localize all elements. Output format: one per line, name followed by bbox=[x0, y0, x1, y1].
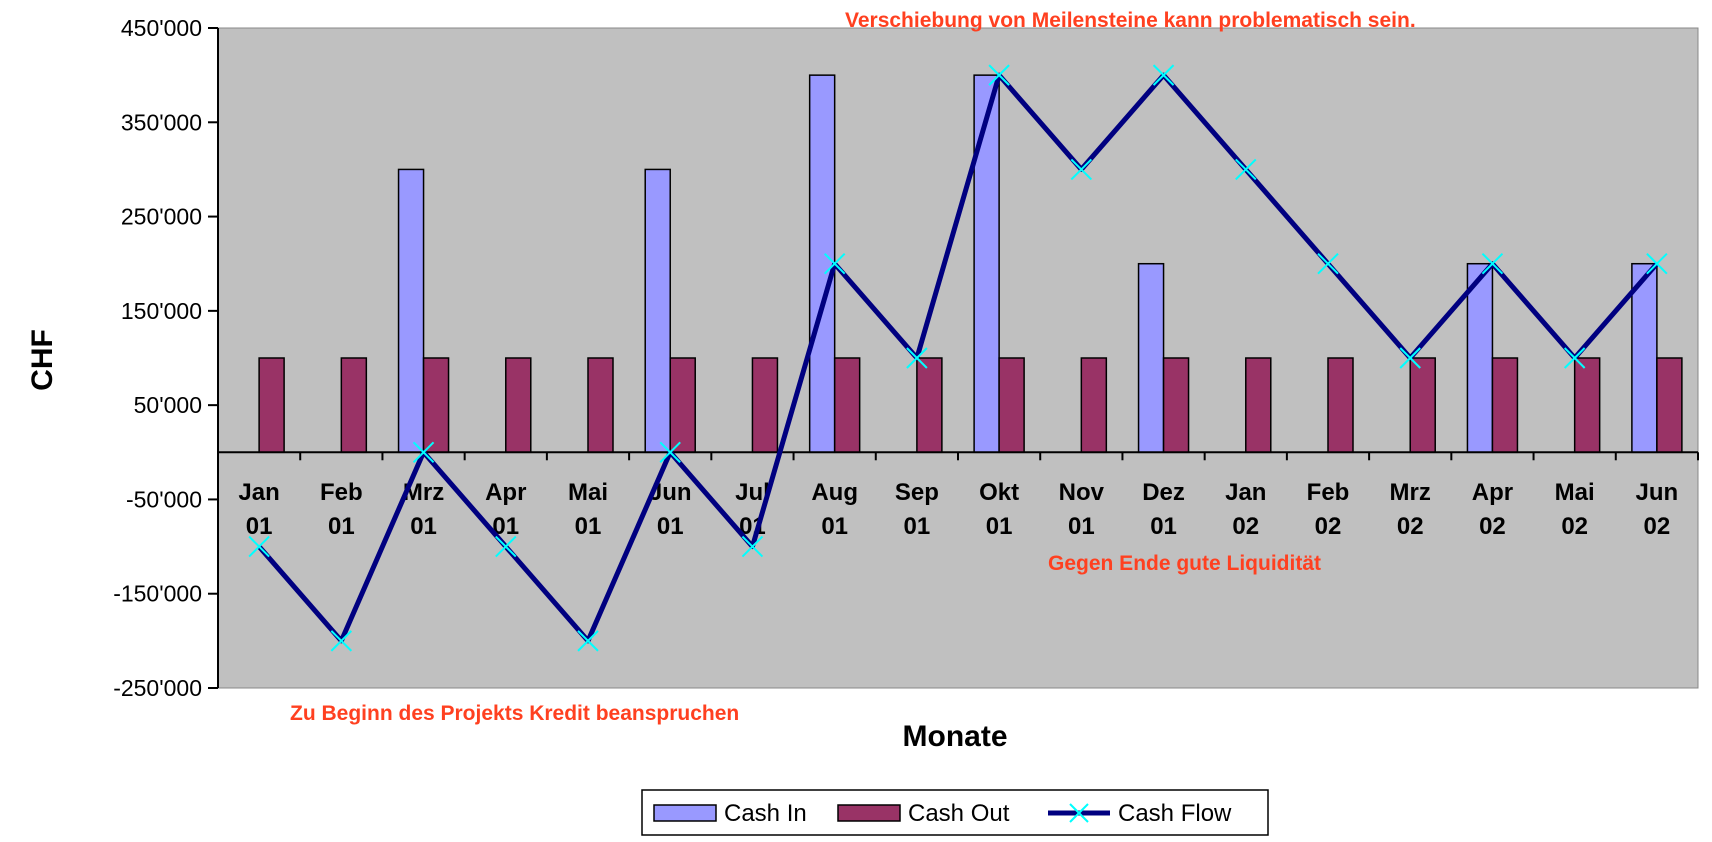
y-tick-label: -150'000 bbox=[113, 581, 202, 607]
bar-cash-in bbox=[1466, 262, 1494, 454]
point-cash-flow bbox=[988, 64, 1010, 86]
x-tick-label-month: Jan bbox=[238, 479, 279, 506]
series-line-cash-flow bbox=[257, 72, 1659, 644]
point-cash-flow bbox=[1070, 158, 1093, 181]
bar-cash-out bbox=[669, 357, 696, 454]
x-tick-label-year: 02 bbox=[1397, 513, 1424, 540]
point-cash-flow bbox=[1563, 347, 1586, 369]
point-cash-flow bbox=[659, 441, 681, 463]
y-tick-label: 50'000 bbox=[134, 392, 202, 418]
legend-box bbox=[641, 789, 1269, 836]
point-cash-flow bbox=[495, 535, 517, 558]
y-tick-label: -250'000 bbox=[113, 675, 202, 701]
point-cash-flow bbox=[741, 535, 764, 558]
legend: Cash In Cash Out Cash Flow bbox=[641, 789, 1269, 836]
x-tick-label-year: 02 bbox=[1232, 513, 1259, 540]
x-tick-label-year: 01 bbox=[821, 513, 848, 540]
annotation-credit: Zu Beginn des Projekts Kredit beanspruch… bbox=[290, 702, 739, 725]
point-cash-flow bbox=[1399, 347, 1421, 369]
x-tick-label-year: 01 bbox=[904, 513, 931, 540]
y-axis-title: CHF bbox=[26, 329, 59, 391]
x-tick-label-year: 01 bbox=[328, 513, 355, 540]
bar-cash-out bbox=[258, 357, 285, 454]
x-tick-label-month: Feb bbox=[320, 479, 363, 506]
legend-label-cash-out: Cash Out bbox=[908, 800, 1010, 827]
bar-cash-out bbox=[833, 357, 861, 454]
x-tick-label-year: 02 bbox=[1479, 513, 1506, 540]
point-cash-flow bbox=[823, 253, 846, 275]
x-tick-label-month: Apr bbox=[485, 479, 526, 506]
bar-cash-in bbox=[1631, 262, 1658, 454]
bar-cash-out bbox=[587, 357, 614, 454]
x-tick-label-year: 02 bbox=[1644, 513, 1671, 540]
y-tick-label: 450'000 bbox=[121, 15, 202, 41]
annotation-milestones: Verschiebung von Meilensteine kann probl… bbox=[845, 9, 1416, 32]
point-cash-flow bbox=[412, 441, 435, 463]
bar-cash-out bbox=[998, 357, 1025, 454]
x-tick-label-year: 01 bbox=[1150, 513, 1177, 540]
legend-label-cash-in: Cash In bbox=[724, 800, 807, 827]
legend-swatch-cash-out bbox=[837, 804, 901, 822]
bar-cash-out bbox=[751, 357, 779, 454]
bar-cash-out bbox=[1327, 357, 1354, 454]
bar-cash-out bbox=[505, 357, 532, 454]
y-tick-label: -50'000 bbox=[126, 486, 202, 512]
x-tick-label-year: 01 bbox=[246, 513, 273, 540]
x-tick-label-month: Feb bbox=[1307, 479, 1350, 506]
bar-cash-out bbox=[1409, 357, 1436, 454]
x-tick-label-month: Okt bbox=[979, 479, 1019, 506]
point-cash-flow bbox=[906, 347, 928, 369]
x-tick-label-month: Dez bbox=[1142, 479, 1185, 506]
x-tick-label-month: Nov bbox=[1059, 479, 1105, 506]
point-cash-flow bbox=[330, 630, 353, 652]
y-tick-label: 250'000 bbox=[121, 204, 202, 230]
x-tick-label-year: 01 bbox=[410, 513, 437, 540]
bar-cash-out bbox=[1162, 357, 1190, 454]
x-tick-label-year: 01 bbox=[657, 513, 684, 540]
x-tick-label-year: 01 bbox=[575, 513, 602, 540]
x-tick-label-month: Aug bbox=[811, 479, 858, 506]
point-cash-flow bbox=[1481, 253, 1504, 275]
x-tick-label-month: Mrz bbox=[1390, 479, 1431, 506]
bar-cash-out bbox=[916, 357, 943, 454]
legend-label-cash-flow: Cash Flow bbox=[1118, 800, 1232, 827]
point-cash-flow bbox=[1152, 64, 1175, 86]
bar-cash-out bbox=[1491, 357, 1519, 454]
y-tick-label: 150'000 bbox=[121, 298, 202, 324]
bar-cash-out bbox=[422, 357, 450, 454]
bar-cash-in bbox=[808, 74, 836, 454]
bar-cash-out bbox=[1080, 357, 1108, 454]
plot-area bbox=[217, 27, 1699, 689]
x-tick-label-month: Sep bbox=[895, 479, 939, 506]
x-tick-label-year: 02 bbox=[1561, 513, 1588, 540]
legend-marker-cash-flow bbox=[1069, 803, 1089, 823]
x-axis-title: Monate bbox=[903, 720, 1008, 753]
x-tick-label-year: 02 bbox=[1315, 513, 1342, 540]
bar-cash-out bbox=[1656, 357, 1683, 454]
bar-cash-in bbox=[973, 74, 1000, 454]
x-tick-label-year: 01 bbox=[986, 513, 1013, 540]
point-cash-flow bbox=[1646, 253, 1668, 275]
point-cash-flow bbox=[248, 535, 270, 558]
point-cash-flow bbox=[1317, 253, 1339, 275]
point-cash-flow bbox=[577, 630, 599, 652]
bar-cash-in bbox=[1137, 262, 1165, 454]
x-tick-label-month: Mai bbox=[1555, 479, 1595, 506]
point-cash-flow bbox=[1235, 158, 1257, 181]
bar-cash-in bbox=[644, 168, 671, 454]
x-tick-label-month: Jun bbox=[1636, 479, 1679, 506]
x-tick-label-month: Jan bbox=[1225, 479, 1266, 506]
bar-cash-out bbox=[1245, 357, 1272, 454]
x-tick-label-year: 01 bbox=[1068, 513, 1095, 540]
bar-cash-out bbox=[340, 357, 368, 454]
bar-cash-out bbox=[1573, 357, 1601, 454]
x-tick-label-month: Apr bbox=[1472, 479, 1513, 506]
annotation-liquidity: Gegen Ende gute Liquidität bbox=[1048, 552, 1321, 575]
legend-swatch-cash-in bbox=[653, 804, 717, 822]
x-tick-label-month: Mai bbox=[568, 479, 608, 506]
bar-cash-in bbox=[397, 168, 425, 454]
y-tick-label: 350'000 bbox=[121, 109, 202, 135]
